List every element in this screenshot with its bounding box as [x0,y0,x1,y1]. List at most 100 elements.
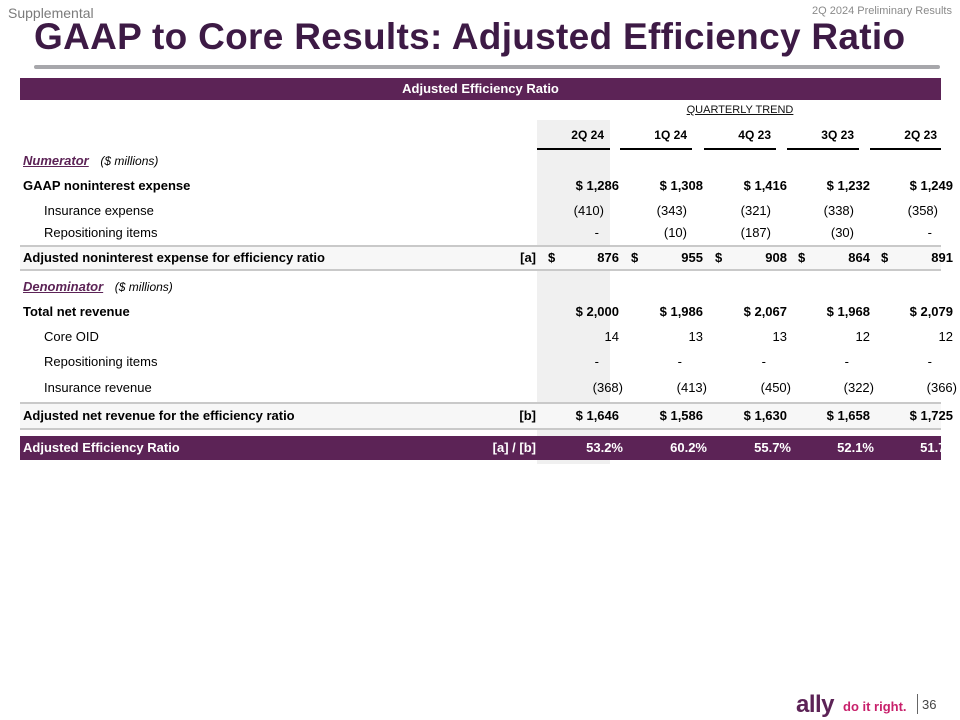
table-cell: (413) [676,380,707,395]
table-cell: (366) [926,380,957,395]
table-cell: $ 1,968 [826,304,870,319]
row-reference: [a] [520,250,536,265]
table-cell: - [927,354,932,369]
table-cell: 12 [938,329,953,344]
table-row: Insurance expense (410) (343) (321) (338… [20,200,941,222]
denominator-unit: ($ millions) [114,280,173,294]
table-cell: $ 1,630 [743,408,787,423]
column-header: 3Q 23 [821,128,854,142]
numerator-label: Numerator [23,153,89,168]
table-cell: $ 1,416 [743,178,787,193]
table-banner: Adjusted Efficiency Ratio [20,78,941,100]
table-cell: $ 1,646 [575,408,619,423]
row-reference: [a] / [b] [492,440,536,455]
preliminary-results-label: 2Q 2024 Preliminary Results [811,5,952,17]
table-cell: (410) [573,203,604,218]
table-cell: $ 1,308 [659,178,703,193]
table-cell: (10) [663,225,687,240]
table-cell: - [594,225,599,240]
table-cell: - [844,354,849,369]
row-label: Insurance expense [44,203,154,218]
row-label: Insurance revenue [44,380,152,395]
row-label: Adjusted net revenue for the efficiency … [23,408,295,423]
dollar-sign: $ [715,250,723,265]
table-cell: $ 1,249 [909,178,953,193]
column-header: 2Q 23 [904,128,937,142]
adjusted-efficiency-ratio-row: Adjusted Efficiency Ratio [a] / [b] 53.2… [20,436,957,460]
dollar-sign: $ [881,250,889,265]
table-cell: 52.1% [837,440,874,455]
table-cell: 955 [681,250,703,265]
table-cell: 864 [848,250,870,265]
table-cell: 13 [688,329,703,344]
page-title: GAAP to Core Results: Adjusted Efficienc… [34,16,906,57]
numerator-section-header: Numerator ($ millions) [20,150,941,172]
row-label: Repositioning items [44,354,158,369]
column-header-underline [870,148,941,150]
table-cell: 908 [765,250,787,265]
table-cell: 51.7% [920,440,957,455]
table-row: Core OID 14 13 13 12 12 [20,326,953,348]
dollar-sign: $ [631,250,639,265]
column-header-underline [537,148,610,150]
table-cell: (187) [740,225,771,240]
row-label: Total net revenue [23,304,130,319]
table-row: Repositioning items - (10) (187) (30) - [20,222,941,244]
table-cell: - [927,225,932,240]
table-cell: $ 1,286 [575,178,619,193]
table-row: Repositioning items - - - - - [20,351,941,373]
table-cell: $ 2,067 [743,304,787,319]
footer-divider [917,694,918,714]
column-header: 2Q 24 [571,128,604,142]
table-cell: 53.2% [586,440,623,455]
table-cell: $ 2,079 [909,304,953,319]
adjusted-revenue-row-box [20,402,941,430]
dollar-sign: $ [548,250,556,265]
row-label: GAAP noninterest expense [23,178,191,193]
row-label: Adjusted Efficiency Ratio [23,440,180,455]
supplemental-label: Supplemental [8,5,94,21]
column-header-underline [620,148,692,150]
table-row: Total net revenue $ 2,000 $ 1,986 $ 2,06… [20,301,953,323]
table-cell: $ 1,986 [659,304,703,319]
table-cell: - [761,354,766,369]
numerator-unit: ($ millions) [100,154,159,168]
table-cell: 55.7% [754,440,791,455]
adjusted-expense-row-box [20,245,941,271]
column-header-underline [704,148,776,150]
table-cell: 891 [931,250,953,265]
table-cell: (338) [823,203,854,218]
table-cell: (321) [740,203,771,218]
table-cell: $ 2,000 [575,304,619,319]
table-row: GAAP noninterest expense $ 1,286 $ 1,308… [20,175,953,197]
table-cell: $ 1,232 [826,178,870,193]
table-cell: 876 [597,250,619,265]
table-cell: (30) [830,225,854,240]
row-label: Repositioning items [44,225,158,240]
table-cell: $ 1,725 [909,408,953,423]
table-row: Adjusted noninterest expense for efficie… [20,247,953,269]
table-cell: $ 1,586 [659,408,703,423]
row-reference: [b] [519,408,536,423]
table-cell: - [594,354,599,369]
table-cell: (358) [907,203,938,218]
table-cell: - [677,354,682,369]
table-cell: $ 1,658 [826,408,870,423]
column-header: 4Q 23 [738,128,771,142]
column-header: 1Q 24 [654,128,687,142]
brand-tagline: do it right. [843,699,907,714]
row-label: Core OID [44,329,99,344]
row-label: Adjusted noninterest expense for efficie… [23,250,325,265]
dollar-sign: $ [798,250,806,265]
table-cell: (450) [760,380,791,395]
ally-logo: ally [796,691,835,718]
table-cell: (368) [592,380,623,395]
table-cell: 60.2% [670,440,707,455]
table-cell: (322) [843,380,874,395]
table-cell: (343) [656,203,687,218]
title-divider [34,65,940,69]
denominator-section-header: Denominator ($ millions) [20,276,941,298]
table-cell: 14 [604,329,619,344]
table-row: Insurance revenue (368) (413) (450) (322… [20,377,957,399]
page-number: 36 [922,697,937,712]
